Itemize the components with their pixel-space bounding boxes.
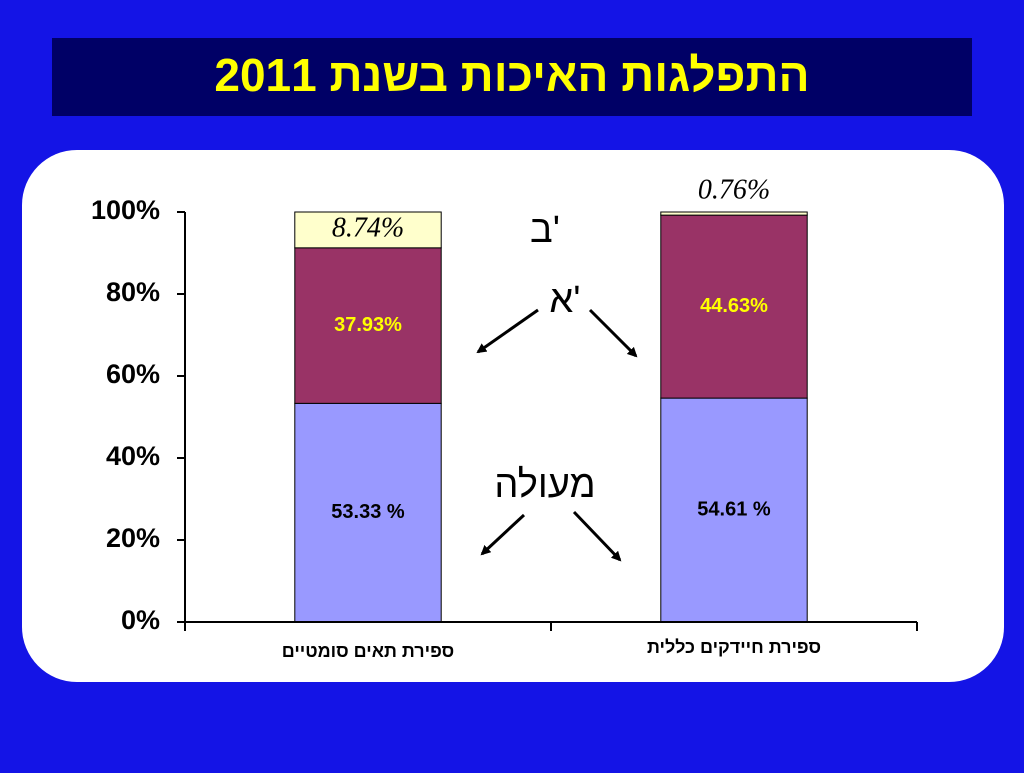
value-label: 54.61 % [697, 498, 771, 520]
y-tick-label: 40% [106, 441, 160, 471]
chart-title: התפלגות האיכות בשנת 2011 [214, 49, 809, 101]
y-tick-label: 0% [121, 605, 160, 635]
arrows [476, 308, 638, 562]
title-box [52, 38, 972, 116]
value-label: 53.33 % [331, 501, 405, 523]
y-tick-label: 100% [91, 195, 160, 225]
arrow [588, 308, 638, 358]
bar-segment [294, 247, 442, 404]
y-tick-label: 20% [106, 523, 160, 553]
arrow [480, 513, 526, 556]
value-label: 37.93% [334, 314, 402, 336]
x-tick-label: ספירת תאים סומטיים [282, 641, 454, 661]
chart-panel [22, 150, 1004, 682]
series-name: א' [549, 279, 580, 321]
bar-segment [660, 397, 808, 623]
bar-segment [294, 402, 442, 623]
bar-segment [660, 211, 808, 216]
x-tick-label: ספירת חיידקים כללית [647, 637, 821, 657]
y-tick-label: 80% [106, 277, 160, 307]
value-label: 8.74% [332, 212, 404, 243]
arrow [572, 510, 622, 562]
value-label: 0.76% [698, 174, 770, 205]
arrow [476, 308, 539, 354]
plot: 0% 20% 40% 60% 80% 100% 53.33 % 37.93% 8.74% 54.6… [91, 174, 918, 661]
y-tick-label: 60% [106, 359, 160, 389]
series-name: ב' [530, 209, 560, 251]
bar-segment [294, 211, 442, 249]
value-label: 44.63% [700, 295, 768, 317]
series-name: מעולה [494, 464, 595, 506]
